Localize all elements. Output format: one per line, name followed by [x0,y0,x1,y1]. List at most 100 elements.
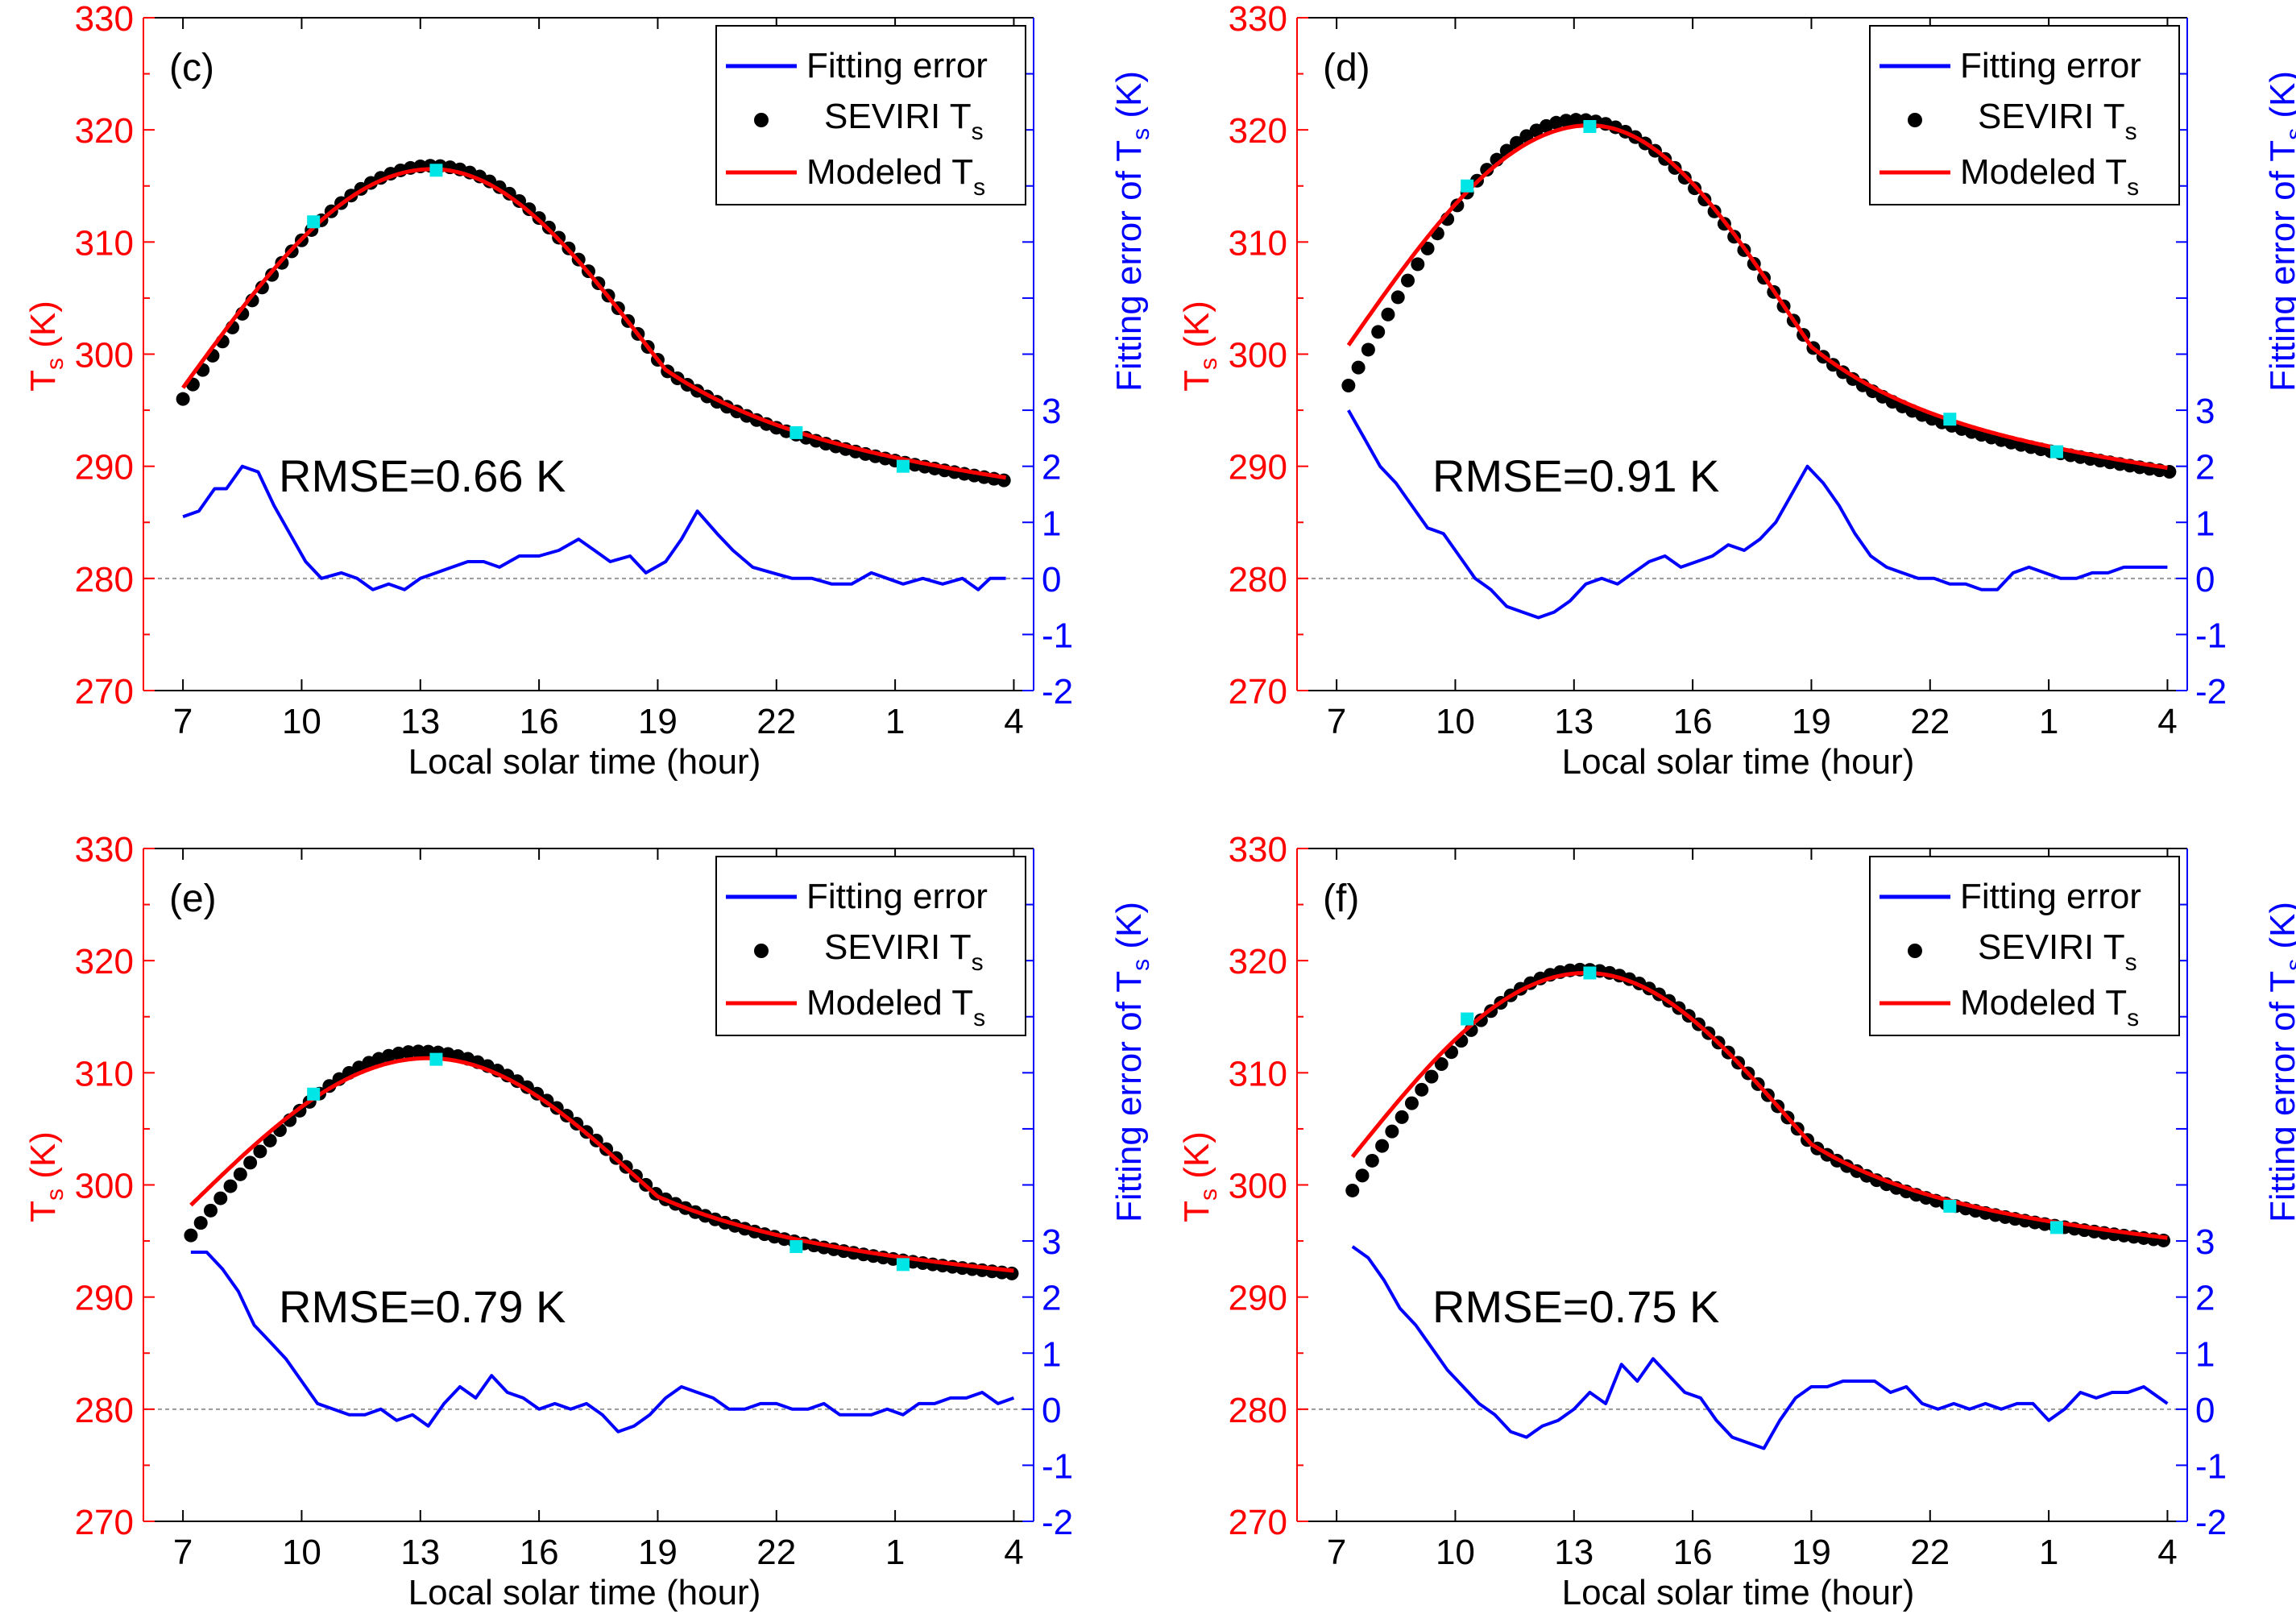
fit-marker [1943,1199,1957,1213]
panel-label: (d) [1323,47,1370,89]
fitting-error-line [190,1251,1015,1434]
x-tick-label: 13 [1554,1533,1594,1572]
panel-label: (c) [169,47,214,89]
observed-point [1480,163,1494,177]
legend-observed-sub: s [972,118,984,145]
y2-label-main: Fitting error of T [1109,140,1149,392]
observed-point [1365,1153,1379,1168]
fit-marker [896,1258,910,1272]
legend-label-error: Fitting error [1960,46,2141,85]
x-tick-label: 22 [756,702,796,741]
y-tick-label: 280 [1229,1391,1287,1430]
x-tick-label: 16 [1673,702,1713,741]
x-tick-label: 10 [282,1533,321,1572]
fitting-error-line [182,464,1006,591]
chart-panel-f: 7 10 13 16 19 22 1 4270280290300310320330-2-101… [1177,830,2296,1612]
y-label-unit: (K) [1177,301,1216,358]
legend-model-sub: s [973,1005,985,1031]
y-tick-label: 330 [75,0,134,39]
observed-point [1371,325,1386,339]
y2-tick-label: 3 [1042,392,1061,431]
x-axis-label: Local solar time (hour) [1562,1573,1915,1612]
observed-point [1390,290,1405,305]
y2-tick-label: -1 [1042,1446,1073,1486]
observed-point [1473,1013,1488,1027]
y-label-sub: s [42,1189,68,1201]
observed-point [1341,378,1356,392]
y-label-unit: (K) [23,301,63,358]
x-axis-label: Local solar time (hour) [408,1573,761,1612]
legend-model-main: Modeled T [806,983,973,1023]
y-axis-label: Ts (K) [23,301,68,392]
y-tick-label: 290 [1229,1279,1287,1318]
y2-tick-label: 0 [1042,560,1061,600]
observed-point [1420,241,1435,255]
y2-label-unit: (K) [1109,902,1149,959]
legend-box [1869,25,2180,205]
y2-tick-label: -1 [2195,1446,2227,1486]
y2-tick-label: 2 [2195,448,2215,488]
y-tick-label: 320 [1229,942,1287,981]
y-tick-label: 310 [1229,223,1287,263]
y-tick-label: 270 [1229,672,1287,712]
panel-label: (f) [1323,878,1359,920]
fit-marker [1461,179,1474,193]
fit-marker [307,215,321,229]
legend-label-observed: SEVIRI Ts [824,927,984,976]
x-tick-label: 22 [756,1533,796,1572]
observed-point [203,1203,218,1218]
y2-tick-label: -2 [2195,1503,2227,1542]
observed-point [1559,114,1573,128]
legend-box [715,856,1026,1036]
y2-tick-label: 2 [1042,1279,1061,1318]
observed-point [1569,113,1583,127]
y2-tick-label: 1 [1042,1334,1061,1374]
fit-marker [307,1087,321,1101]
y-tick-label: 290 [75,1279,134,1318]
x-tick-label: 1 [885,1533,905,1572]
observed-point [233,1167,247,1181]
y2-label-sub: s [1128,959,1154,971]
legend-model-sub: s [2127,1005,2139,1031]
legend-label-error: Fitting error [806,46,988,85]
observed-point [1361,342,1375,357]
y-tick-label: 300 [75,336,134,375]
fit-marker [429,164,443,177]
y-tick-label: 320 [1229,111,1287,151]
y-axis-label: Ts (K) [23,1131,68,1222]
x-tick-label: 16 [520,1533,559,1572]
y2-label-main: Fitting error of T [1109,971,1149,1222]
y2-label-unit: (K) [2263,902,2296,959]
x-tick-label: 22 [1910,1533,1950,1572]
y-tick-label: 280 [75,560,134,600]
legend-observed-main: SEVIRI T [1978,97,2125,136]
fitting-error-line [1347,409,2168,620]
legend-label-model: Modeled Ts [1960,983,2139,1031]
legend-model-main: Modeled T [806,152,973,192]
observed-point [1411,257,1425,272]
fit-marker [790,425,803,439]
y-axis-label: Ts (K) [1177,301,1222,392]
observed-point [1424,1069,1439,1084]
fit-marker [790,1240,803,1254]
observed-point [213,1191,228,1205]
y2-tick-label: -1 [2195,616,2227,655]
observed-point [1385,1124,1399,1139]
y-tick-label: 310 [75,1054,134,1093]
observed-point [1395,1110,1409,1124]
y2-tick-label: 2 [2195,1279,2215,1318]
x-tick-label: 10 [1436,1533,1475,1572]
y2-tick-label: 3 [1042,1222,1061,1262]
y-tick-label: 300 [1229,1167,1287,1206]
x-tick-label: 1 [2039,1533,2058,1572]
x-tick-label: 4 [1004,702,1023,741]
y2-tick-label: 0 [2195,1391,2215,1430]
observed-point [184,1228,198,1243]
x-tick-label: 1 [2039,702,2058,741]
rmse-annotation: RMSE=0.91 K [1432,450,1719,501]
legend-swatch-observed [754,113,769,127]
fit-marker [1583,119,1597,133]
y2-axis-label: Fitting error of Ts (K) [2263,902,2296,1222]
